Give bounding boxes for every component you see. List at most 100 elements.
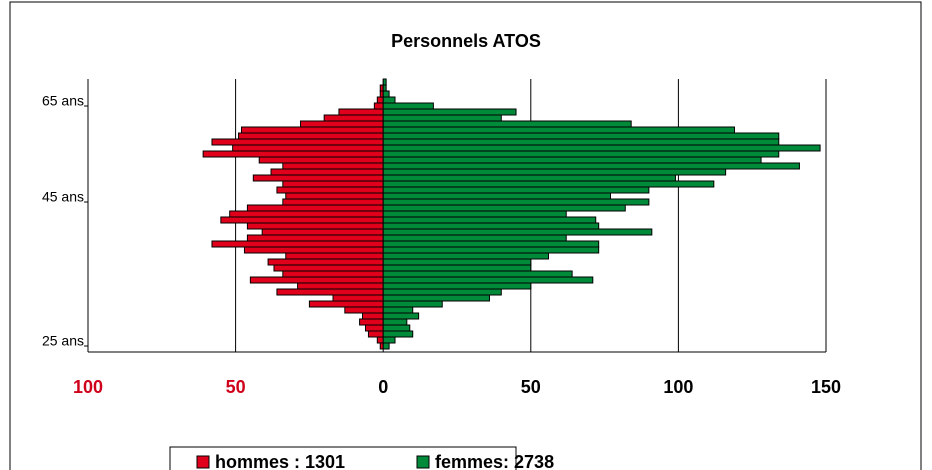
bar [282,162,384,170]
x-tick-label: 50 [521,377,541,397]
bar [382,126,735,134]
bar [382,186,650,194]
bar [373,102,384,110]
bar [382,306,414,314]
bar [382,150,780,158]
bar [300,120,384,128]
bar [282,198,384,206]
bar [382,168,727,176]
bar [359,318,384,326]
bar [382,240,600,248]
bar [382,78,387,86]
bar [241,126,384,134]
bar [382,210,567,218]
bar [323,114,384,122]
bar [308,300,384,308]
bar [382,246,600,254]
bar [382,144,821,152]
legend-swatch [416,455,430,469]
bar [229,210,384,218]
legend-label: hommes : 1301 [215,452,345,470]
y-tick-label: 25 ans [42,333,84,349]
bar [282,270,384,278]
bar [376,336,384,344]
bar [261,228,384,236]
bar [276,288,384,296]
bar [382,264,532,272]
bar [382,216,597,224]
x-tick-label: 100 [663,377,693,397]
bar [382,204,626,212]
bar [382,108,517,116]
bar [382,282,532,290]
legend-label: femmes: 2738 [435,452,554,470]
bar [382,342,390,350]
bar [338,108,384,116]
bar [382,294,490,302]
bar [220,216,384,224]
bar [376,96,384,104]
bar [382,180,715,188]
bar [267,258,384,266]
bar [246,234,384,242]
bar [382,288,502,296]
bar [382,234,567,242]
bar [382,132,780,140]
bar [202,150,384,158]
bar [332,294,384,302]
bar [382,330,414,338]
bar [382,198,650,206]
bar [382,276,594,284]
bar [252,174,384,182]
bar [276,186,384,194]
bar [382,300,443,308]
bar [285,252,384,260]
bar [273,264,384,272]
bar [382,156,762,164]
bar [362,312,384,320]
bar [285,192,384,200]
bar [243,246,384,254]
bar [382,258,532,266]
bar [282,180,384,188]
bar [382,102,434,110]
bar [382,174,676,182]
x-tick-label: 0 [378,377,388,397]
bar [382,318,408,326]
bar [232,144,384,152]
bar [382,162,800,170]
chart-title: Personnels ATOS [391,31,541,51]
bar [211,138,384,146]
bar [246,222,384,230]
bar [382,192,612,200]
bar [249,276,384,284]
x-tick-label: 50 [226,377,246,397]
bar [382,252,550,260]
x-tick-label: 150 [811,377,841,397]
bar [211,240,384,248]
bar [297,282,384,290]
bar [258,156,384,164]
bar [382,312,420,320]
bar [382,84,387,92]
bar [364,324,384,332]
bar [367,330,384,338]
y-tick-label: 65 ans [42,93,84,109]
bar [238,132,384,140]
bar [382,324,411,332]
bar [382,222,600,230]
bar [382,228,653,236]
x-tick-label: 100 [73,377,103,397]
bar [382,270,573,278]
bar [382,96,396,104]
bar [382,138,780,146]
bar [382,336,396,344]
bar [246,204,384,212]
bar [270,168,384,176]
legend-swatch [196,455,210,469]
bar [344,306,384,314]
bar [382,90,390,98]
bar [382,120,632,128]
y-tick-label: 45 ans [42,189,84,205]
